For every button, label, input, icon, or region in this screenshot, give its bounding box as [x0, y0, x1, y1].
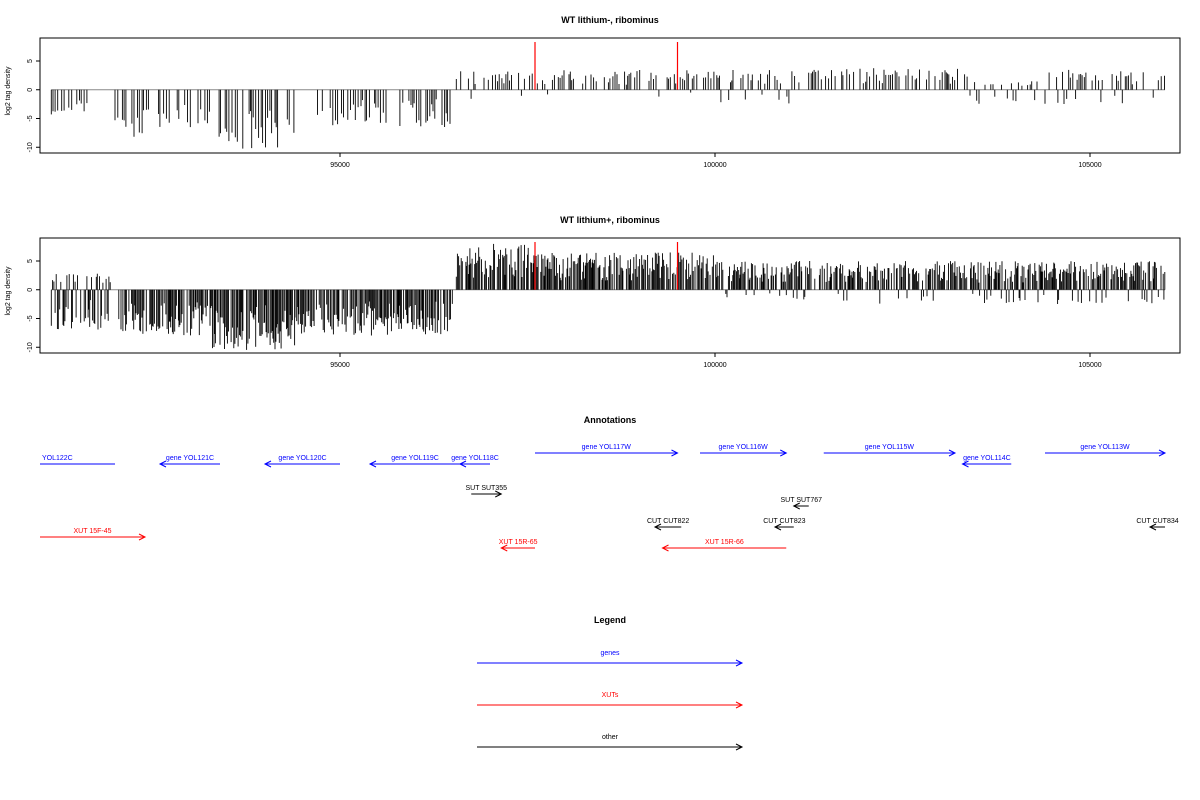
panel-1-x-axis: 95000 100000 105000: [330, 153, 1102, 169]
feature-label: gene YOL116W: [719, 444, 769, 451]
feature-arrow-head: [773, 523, 782, 531]
feature-arrow-head: [653, 523, 662, 531]
y-tick-label: 5: [27, 259, 34, 263]
feature-label: YOL122C: [42, 455, 73, 462]
feature-label: gene YOL119C: [391, 455, 439, 462]
feature-arrow-head: [1158, 449, 1167, 457]
legend-label: other: [602, 734, 619, 741]
x-tick-label: 95000: [330, 362, 350, 369]
panel-1-y-axis: 5 0 -5 -10: [27, 59, 40, 152]
feature-arrow-head: [948, 449, 957, 457]
panel-1-ylabel: log2 tag density: [5, 66, 12, 116]
y-tick-label: -10: [27, 142, 34, 152]
annotations-panel: Annotations YOL122C gene YOL121C gene YOL1…: [40, 415, 1179, 552]
x-tick-label: 100000: [703, 162, 726, 169]
feature-label: gene YOL120C: [278, 455, 326, 462]
y-tick-label: -5: [27, 115, 34, 121]
feature-arrow-head: [1148, 523, 1157, 531]
panel-1-frame: [39, 37, 1181, 154]
x-tick-label: 105000: [1078, 362, 1101, 369]
feature-label: CUT CUT822: [647, 518, 689, 525]
x-tick-label: 105000: [1078, 162, 1101, 169]
feature-arrow-head: [792, 502, 800, 510]
panel-2-y-axis: 5 0 -5 -10: [27, 259, 40, 352]
feature-label: gene YOL113W: [1080, 444, 1130, 451]
feature-label: CUT CUT823: [763, 518, 805, 525]
annotation-features: YOL122C gene YOL121C gene YOL120C gene YOL1…: [40, 444, 1179, 552]
feature-arrow-head: [780, 449, 788, 457]
feature-arrow-head: [961, 460, 969, 468]
legend-title: Legend: [594, 615, 626, 625]
legend-arrow-head: [735, 659, 744, 667]
legend-arrow-head: [735, 743, 744, 751]
feature-arrow-head: [495, 490, 503, 498]
feature-arrow-head: [158, 460, 167, 468]
feature-label: SUT SUT355: [466, 485, 508, 492]
feature-label: XUT 15R-65: [499, 539, 538, 546]
panel-1-bars: [50, 42, 1165, 149]
feature-label: gene YOL121C: [166, 455, 214, 462]
feature-label: XUT 15R-66: [705, 539, 744, 546]
panel-lithium-minus: WT lithium-, ribominus log2 tag density …: [5, 15, 1181, 169]
feature-label: CUT CUT834: [1136, 518, 1178, 525]
legend-panel: Legend genes XUTs other: [477, 615, 744, 751]
feature-arrow-head: [671, 449, 679, 457]
feature-arrow-head: [368, 460, 377, 468]
feature-arrow-head: [263, 460, 272, 468]
feature-arrow-head: [500, 544, 508, 552]
panel-2-frame: [39, 237, 1181, 354]
y-tick-label: 0: [27, 88, 34, 92]
feature-label: SUT SUT767: [781, 497, 823, 504]
panel-2-x-axis: 95000 100000 105000: [330, 353, 1102, 369]
panel-lithium-plus: WT lithium+, ribominus log2 tag density …: [5, 215, 1181, 369]
panel-2-ylabel: log2 tag density: [5, 266, 12, 316]
y-tick-label: 0: [27, 288, 34, 292]
legend-label: genes: [600, 650, 620, 657]
annotations-title: Annotations: [584, 415, 637, 425]
panel-2-bars: [50, 242, 1166, 350]
y-tick-label: 5: [27, 59, 34, 63]
x-tick-label: 100000: [703, 362, 726, 369]
feature-label: gene YOL115W: [865, 444, 915, 451]
y-tick-label: -10: [27, 342, 34, 352]
feature-label: gene YOL118C: [451, 455, 499, 462]
feature-arrow-head: [661, 544, 669, 552]
legend-arrow-head: [735, 701, 744, 709]
feature-label: XUT 15F-45: [74, 528, 112, 535]
panel-1-title: WT lithium-, ribominus: [561, 15, 659, 25]
feature-arrow-head: [138, 533, 147, 541]
panel-2-title: WT lithium+, ribominus: [560, 215, 660, 225]
feature-label: gene YOL114C: [963, 455, 1011, 462]
legend-label: XUTs: [602, 692, 619, 699]
x-tick-label: 95000: [330, 162, 350, 169]
legend-entries: genes XUTs other: [477, 650, 744, 751]
y-tick-label: -5: [27, 315, 34, 321]
feature-label: gene YOL117W: [582, 444, 632, 451]
feature-arrow-head: [458, 460, 467, 468]
